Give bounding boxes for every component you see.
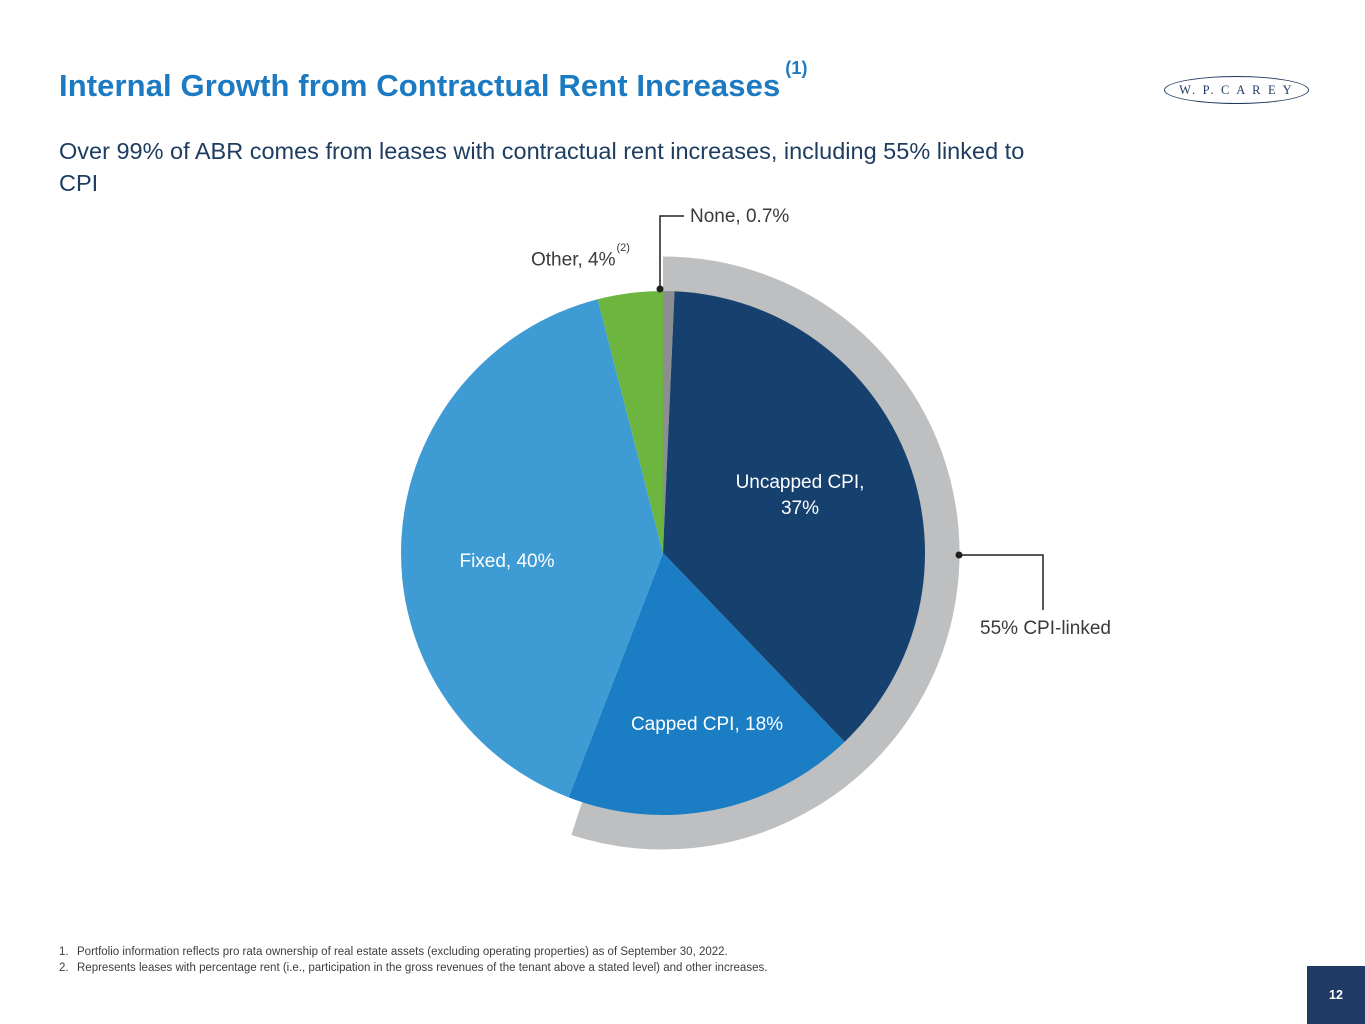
cpi-linked-callout-dot xyxy=(955,551,963,559)
pie-slice-uncapped-cpi xyxy=(663,291,926,742)
page-number-badge: 12 xyxy=(1307,966,1365,1024)
none-callout-dot xyxy=(656,285,664,293)
subtitle: Over 99% of ABR comes from leases with c… xyxy=(59,135,1329,199)
footnote-1-number: 1. xyxy=(59,946,69,958)
footnote-2-text: Represents leases with percentage rent (… xyxy=(77,961,768,974)
footnote-1-text: Portfolio information reflects pro rata … xyxy=(77,946,728,958)
slice-label-other: Other, 4%(2) xyxy=(531,242,630,271)
page-title: Internal Growth from Contractual Rent In… xyxy=(59,58,808,104)
wp-carey-logo: W. P. C A R E Y xyxy=(1164,76,1309,104)
footnote-1: 1. Portfolio information reflects pro ra… xyxy=(59,945,767,961)
pie-slice-fixed xyxy=(401,299,663,798)
footnote-2: 2. Represents leases with percentage ren… xyxy=(59,961,767,977)
slice-label-uncapped-cpi: Uncapped CPI, 37% xyxy=(735,472,865,519)
pie-slice-capped-cpi xyxy=(568,553,845,816)
other-footnote-marker: (2) xyxy=(616,242,630,254)
page-title-text: Internal Growth from Contractual Rent In… xyxy=(59,68,781,103)
pie-slice-other xyxy=(597,291,663,553)
subtitle-line-2: CPI xyxy=(59,170,99,196)
pie-chart-layers xyxy=(401,256,960,850)
cpi-linked-callout-line xyxy=(959,554,1044,610)
slice-label-other-text: Other, 4% xyxy=(531,249,616,271)
none-callout-line xyxy=(659,215,684,289)
footnote-2-number: 2. xyxy=(59,961,69,974)
pie-slice-none xyxy=(663,291,675,553)
slice-label-none: None, 0.7% xyxy=(690,206,790,227)
callout-lines xyxy=(656,215,1044,610)
cpi-linked-ring xyxy=(571,256,960,850)
wp-carey-logo-text: W. P. C A R E Y xyxy=(1179,82,1294,97)
slice-label-fixed: Fixed, 40% xyxy=(459,551,555,572)
title-footnote-marker: (1) xyxy=(785,57,808,78)
annotation-label-cpi-linked: 55% CPI-linked xyxy=(980,618,1111,639)
footnotes: 1. Portfolio information reflects pro ra… xyxy=(59,945,767,976)
subtitle-line-1: Over 99% of ABR comes from leases with c… xyxy=(59,138,1025,164)
slice-label-capped-cpi: Capped CPI, 18% xyxy=(630,714,784,735)
